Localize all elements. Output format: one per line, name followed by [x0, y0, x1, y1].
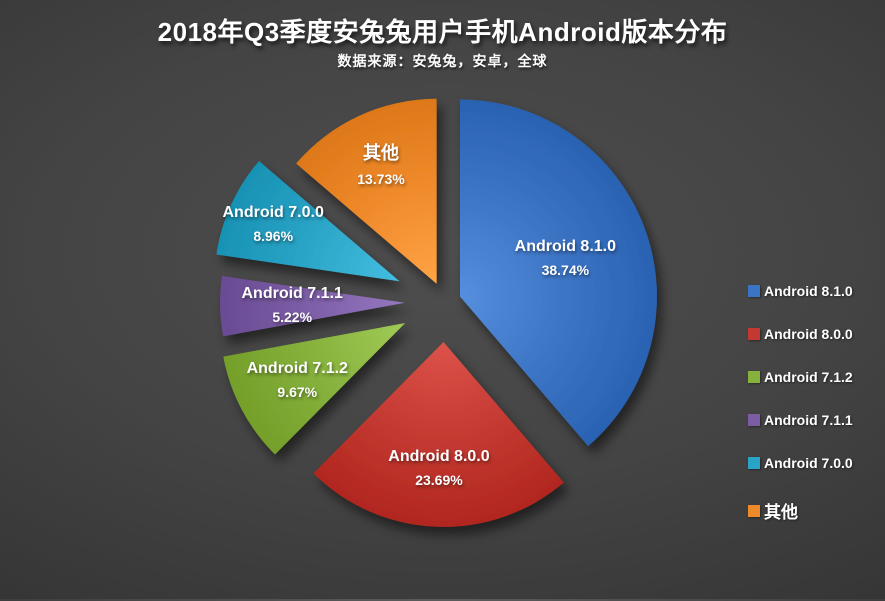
- legend-swatch: [748, 457, 760, 469]
- legend-swatch: [748, 414, 760, 426]
- pie-slice-android-8-1-0: [460, 99, 657, 447]
- legend-swatch: [748, 285, 760, 297]
- legend: Android 8.1.0 Android 8.0.0 Android 7.1.…: [748, 283, 853, 523]
- pie-slice-android-7-0-0: [216, 161, 400, 282]
- legend-item-qita: 其他: [748, 498, 853, 523]
- pie-slice-android-8-0-0: [313, 342, 564, 527]
- pie-slice-android-7-1-1: [220, 276, 405, 337]
- bottom-edge-highlight: [0, 599, 885, 601]
- legend-label: Android 8.1.0: [764, 283, 853, 299]
- pie-slice-android-7-1-2: [223, 323, 406, 455]
- legend-label: Android 7.1.2: [764, 369, 853, 385]
- legend-item-android-7-0-0: Android 7.0.0: [748, 455, 853, 471]
- pie-slice-: [296, 98, 437, 284]
- chart-subtitle: 数据来源：安兔兔，安卓，全球: [337, 53, 548, 69]
- legend-swatch: [748, 504, 760, 517]
- legend-item-android-7-1-2: Android 7.1.2: [748, 369, 853, 385]
- legend-item-android-8-0-0: Android 8.0.0: [748, 326, 853, 342]
- chart-title: 2018年Q3季度安兔兔用户手机Android版本分布: [157, 17, 728, 47]
- legend-label: Android 7.0.0: [764, 455, 853, 471]
- legend-item-android-8-1-0: Android 8.1.0: [748, 283, 853, 299]
- legend-swatch: [748, 371, 760, 383]
- legend-swatch: [748, 328, 760, 340]
- legend-item-android-7-1-1: Android 7.1.1: [748, 412, 853, 428]
- legend-label: Android 7.1.1: [764, 412, 853, 428]
- legend-label: 其他: [764, 503, 798, 522]
- legend-label: Android 8.0.0: [764, 326, 853, 342]
